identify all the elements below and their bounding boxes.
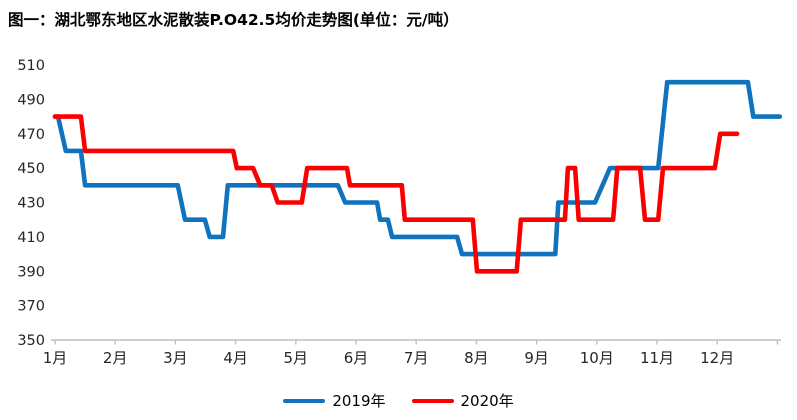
x-axis-tick-label: 7月 (404, 349, 429, 367)
series-line-2020年 (52, 114, 740, 274)
x-axis-tick-label: 2月 (103, 349, 128, 367)
x-axis-tick-label: 10月 (580, 349, 614, 367)
y-axis-tick-label: 490 (17, 92, 45, 108)
legend-label-2019: 2019年 (332, 392, 386, 410)
chart-legend: 2019年 2020年 (0, 390, 797, 411)
y-axis-tick-label: 510 (17, 58, 45, 74)
y-axis-tick-label: 430 (17, 196, 45, 212)
x-axis-tick-label: 9月 (524, 349, 549, 367)
y-axis-tick-label: 390 (17, 264, 45, 280)
y-axis-tick-label: 470 (17, 127, 45, 143)
x-axis-tick-label: 11月 (640, 349, 674, 367)
x-axis-tick-label: 3月 (163, 349, 188, 367)
legend-item-2020: 2020年 (411, 390, 514, 411)
x-axis-tick-label: 12月 (700, 349, 734, 367)
x-axis-tick-label: 8月 (464, 349, 489, 367)
y-axis-tick-label: 370 (17, 299, 45, 315)
y-axis-tick-label: 410 (17, 230, 45, 246)
legend-label-2020: 2020年 (460, 392, 514, 410)
y-axis-tick-label: 450 (17, 161, 45, 177)
chart-title: 图一：湖北鄂东地区水泥散装P.O42.5均价走势图(单位：元/吨） (8, 11, 459, 29)
legend-line-swatch-2020 (411, 398, 454, 403)
legend-line-swatch-2019 (283, 398, 326, 403)
legend-item-2019: 2019年 (283, 390, 386, 411)
x-axis-tick-label: 6月 (344, 349, 369, 367)
x-axis-tick-label: 4月 (223, 349, 248, 367)
x-axis-tick-label: 1月 (43, 349, 68, 367)
x-axis-tick-label: 5月 (284, 349, 309, 367)
y-axis-tick-label: 350 (17, 333, 45, 349)
